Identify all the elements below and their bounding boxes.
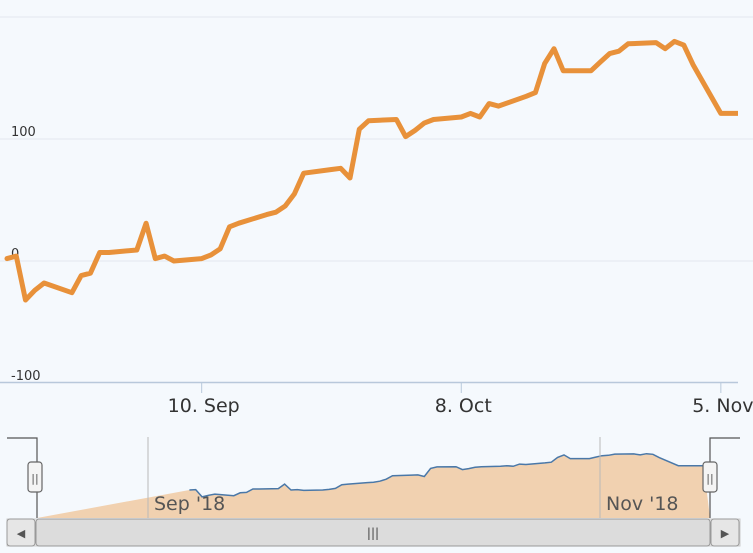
thumb-grip: ||| <box>367 526 379 540</box>
y-tick-label: -100 <box>11 369 41 384</box>
navigator-handle-right[interactable]: || <box>702 461 718 493</box>
chevron-right-icon: ▶ <box>721 527 730 540</box>
grid-lines <box>0 16 753 262</box>
scroll-right-button[interactable]: ▶ <box>710 518 740 547</box>
handle-grip: || <box>31 472 38 485</box>
scrollbar[interactable]: ◀ ▶ ||| <box>6 518 741 547</box>
handle-grip: || <box>706 472 713 485</box>
y-tick-label: 100 <box>11 125 36 140</box>
x-tick-label: 8. Oct <box>435 395 492 417</box>
x-tick-label: 5. Nov <box>692 395 753 417</box>
scroll-left-button[interactable]: ◀ <box>6 518 36 547</box>
scrollbar-thumb[interactable]: ||| <box>35 518 711 547</box>
navigator[interactable]: Sep '18 Nov '18 || || <box>7 437 740 518</box>
navigator-label: Sep '18 <box>154 493 225 515</box>
chevron-left-icon: ◀ <box>17 527 26 540</box>
series-line <box>4 38 738 303</box>
navigator-handle-left[interactable]: || <box>27 461 43 493</box>
series-group <box>4 38 738 303</box>
x-tick-label: 10. Sep <box>168 395 240 417</box>
navigator-label: Nov '18 <box>606 493 679 515</box>
navigator-area <box>37 453 710 518</box>
navigator-line <box>189 452 704 498</box>
x-axis: 10. Sep 8. Oct 5. Nov <box>0 381 753 417</box>
